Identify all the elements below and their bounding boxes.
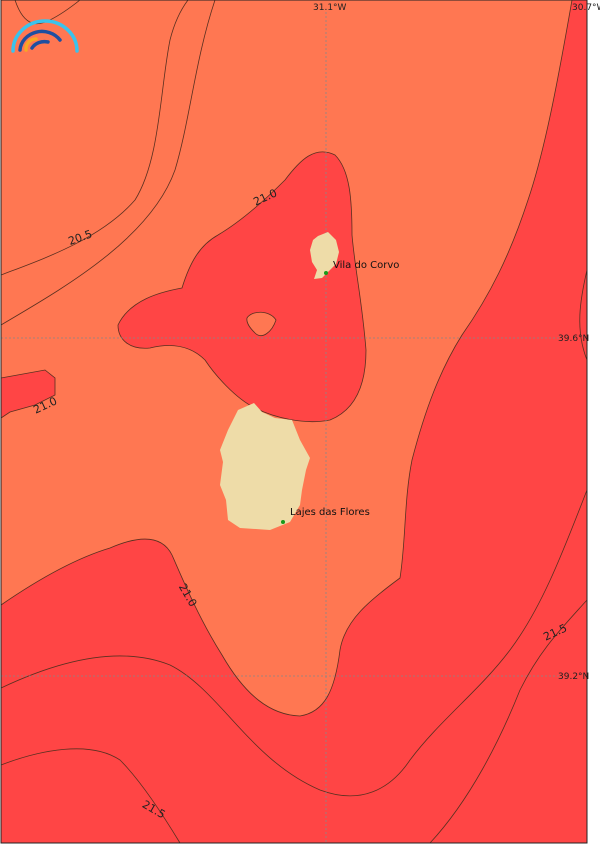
corvo-island[interactable] (310, 232, 339, 279)
sea-band-upper-left (1, 370, 55, 418)
city-label: Vila do Corvo (333, 260, 399, 271)
city-dot-vila-do-corvo[interactable] (324, 271, 328, 275)
sea-band-upper-right (1, 0, 587, 843)
city-label: Lajes das Flores (290, 507, 370, 518)
flores-island[interactable] (220, 403, 310, 530)
longitude-label: 31.1°W (313, 3, 347, 13)
latitude-label: 39.2°N (558, 672, 589, 682)
rainbow-arcs-logo (11, 19, 79, 53)
latitude-label: 39.6°N (558, 334, 589, 344)
sea-band-upper-central (118, 151, 366, 422)
graticule (1, 12, 560, 843)
map-frame (0, 0, 588, 844)
longitude-label: 30.7°W (572, 3, 600, 13)
city-dot-lajes-das-flores[interactable] (281, 520, 285, 524)
